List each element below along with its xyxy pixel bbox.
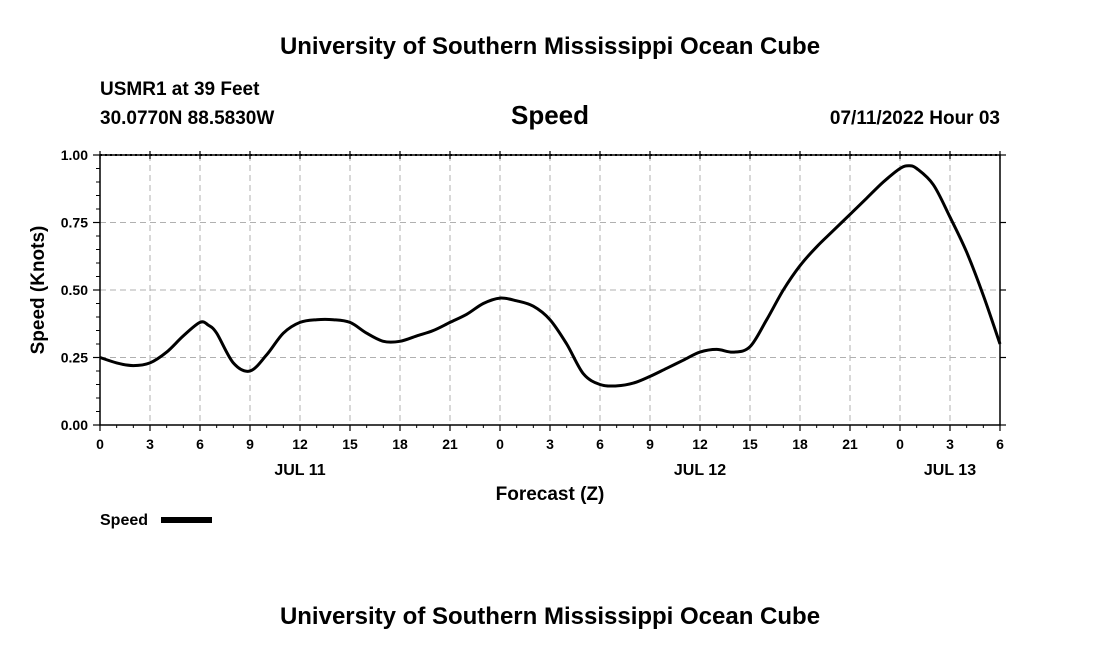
x-tick-label: 3 [946,436,954,452]
y-tick-label: 0.25 [61,350,88,366]
x-tick-label: 0 [896,436,904,452]
legend-swatch [161,517,212,523]
x-tick-label: 9 [646,436,654,452]
date-label: JUL 13 [924,462,976,479]
x-tick-label: 6 [996,436,1004,452]
legend-label: Speed [100,512,148,529]
y-tick-label: 1.00 [61,147,88,163]
chart-title: Speed [511,100,589,130]
grid-lines [100,155,1000,425]
x-tick-label: 9 [246,436,254,452]
series-line-speed [99,164,1002,388]
x-tick-label: 21 [842,436,858,452]
series-group [99,164,1002,388]
coordinates-label: 30.0770N 88.5830W [100,108,274,129]
x-tick-label: 18 [392,436,408,452]
y-tick-label: 0.00 [61,417,88,433]
x-tick-label: 21 [442,436,458,452]
y-axis-label: Speed (Knots) [28,226,49,355]
date-label: JUL 11 [274,462,325,479]
x-tick-label: 0 [96,436,104,452]
y-tick-label: 0.50 [61,282,88,298]
date-label: JUL 12 [674,462,726,479]
page-title: University of Southern Mississippi Ocean… [280,33,820,60]
footer-title: University of Southern Mississippi Ocean… [280,603,820,630]
x-tick-label: 12 [292,436,308,452]
x-tick-label: 12 [692,436,708,452]
x-tick-label: 6 [596,436,604,452]
station-label: USMR1 at 39 Feet [100,79,260,100]
y-tick-label: 0.75 [61,215,88,231]
datetime-label: 07/11/2022 Hour 03 [830,108,1000,129]
x-tick-label: 6 [196,436,204,452]
x-tick-label: 0 [496,436,504,452]
x-axis-label: Forecast (Z) [496,484,605,505]
x-tick-label: 3 [146,436,154,452]
axis-ticks: 0 3 6 9 12 15 18 21 0 3 6 9 12 15 18 21 0 3 6 0.00 0.25 0.50 0… [61,147,1006,479]
x-tick-label: 15 [342,436,358,452]
x-tick-label: 18 [792,436,808,452]
x-tick-label: 3 [546,436,554,452]
x-tick-label: 15 [742,436,758,452]
